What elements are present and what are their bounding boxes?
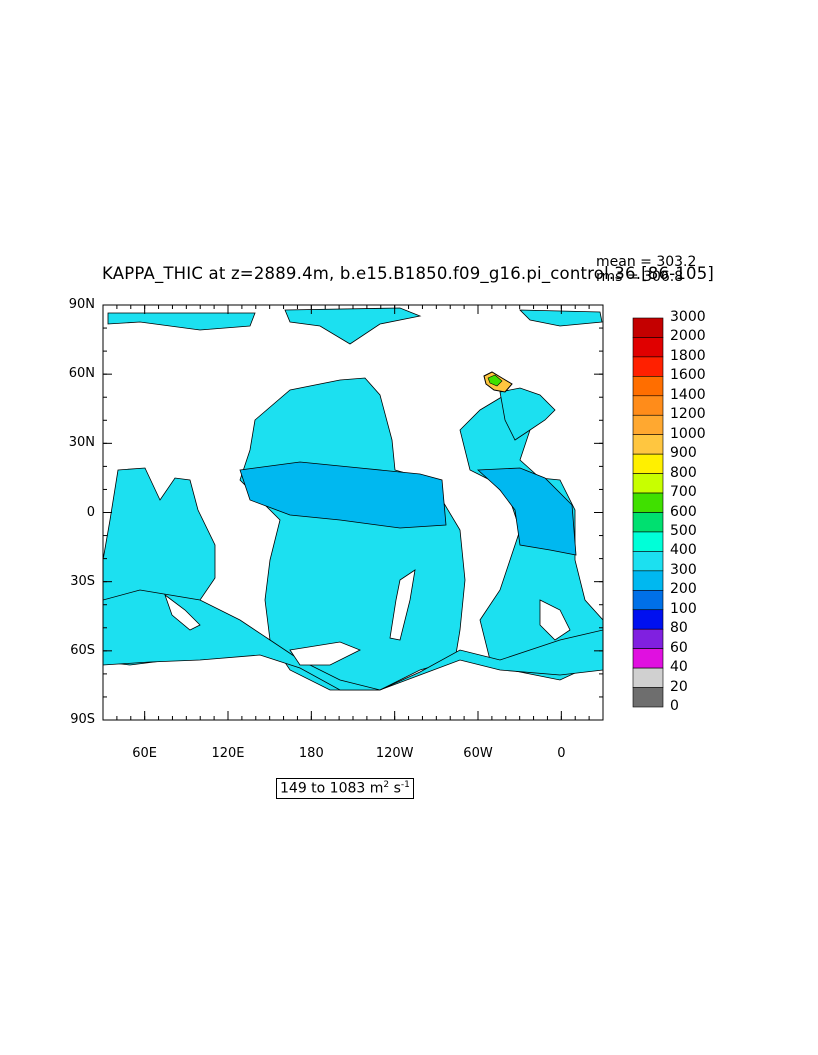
data-range-box: 149 to 1083 m2 s-1 — [276, 778, 414, 799]
colorbar-label: 400 — [670, 542, 697, 559]
rms-annotation: rms = 306.8 — [596, 269, 684, 285]
range-exp2: -1 — [400, 780, 410, 790]
colorbar-swatch — [632, 667, 664, 688]
y-tick-label: 90S — [70, 712, 95, 727]
page-title: KAPPA_THIC at z=2889.4m, b.e15.B1850.f09… — [102, 264, 715, 283]
x-tick-label: 180 — [298, 746, 324, 761]
colorbar-label: 1400 — [670, 386, 706, 403]
colorbar-swatch — [632, 356, 664, 377]
colorbar-label: 1000 — [670, 425, 706, 442]
axis-ticks — [102, 304, 604, 721]
colorbar-label: 500 — [670, 522, 697, 539]
colorbar-swatch — [632, 376, 664, 397]
y-tick-label: 30N — [68, 435, 95, 451]
colorbar-swatch — [632, 609, 664, 630]
colorbar-swatch — [632, 648, 664, 669]
colorbar-swatch — [632, 337, 664, 358]
colorbar-label: 1800 — [670, 347, 706, 364]
colorbar-swatch — [632, 551, 664, 572]
colorbar-label: 200 — [670, 581, 697, 598]
ocean-field — [103, 305, 603, 720]
colorbar-swatch — [632, 589, 664, 611]
range-units-s: s — [393, 780, 401, 797]
colorbar-swatch — [632, 434, 664, 455]
x-tick-label: 60W — [463, 746, 493, 761]
mean-annotation: mean = 303.2 — [596, 254, 697, 270]
range-text: 149 to 1083 — [280, 780, 366, 797]
colorbar-swatch — [632, 531, 664, 552]
x-tick-label: 0 — [557, 746, 566, 761]
colorbar-label: 600 — [670, 503, 697, 520]
colorbar-label: 300 — [670, 561, 697, 578]
colorbar-label: 700 — [670, 484, 697, 501]
colorbar-swatch — [632, 414, 664, 436]
x-tick-label: 120E — [211, 746, 245, 761]
y-tick-label: 90N — [68, 297, 95, 312]
y-tick-label: 60N — [68, 366, 95, 382]
y-tick-label: 30S — [70, 573, 95, 589]
colorbar-label: 900 — [670, 445, 697, 462]
colorbar-label: 1200 — [670, 406, 706, 423]
colorbar-label: 20 — [670, 678, 688, 695]
colorbar-label: 60 — [670, 639, 688, 656]
x-tick-label: 120W — [375, 746, 414, 761]
colorbar-swatch — [632, 317, 664, 338]
y-tick-label: 60S — [70, 642, 95, 658]
y-tick-label: 0 — [86, 504, 95, 520]
colorbar-label: 1600 — [670, 367, 706, 384]
colorbar-swatch — [632, 570, 664, 591]
colorbar-label: 3000 — [670, 309, 706, 325]
colorbar-swatch — [632, 453, 664, 474]
colorbar-label: 2000 — [670, 328, 706, 345]
colorbar-swatch — [632, 512, 664, 533]
range-units: m — [369, 780, 384, 797]
colorbar-label: 800 — [670, 464, 697, 481]
colorbar-swatch — [632, 395, 664, 416]
colorbar-swatch — [632, 628, 664, 649]
x-tick-label: 60E — [132, 746, 158, 761]
colorbar-swatch — [632, 473, 664, 494]
range-exp1: 2 — [383, 780, 390, 790]
colorbar-swatch — [632, 492, 664, 513]
colorbar-label: 100 — [670, 600, 697, 617]
colorbar-swatch — [632, 687, 664, 708]
colorbar-label: 80 — [670, 620, 688, 637]
colorbar — [632, 317, 664, 708]
colorbar-label: 40 — [670, 659, 688, 676]
colorbar-label: 0 — [670, 698, 679, 714]
